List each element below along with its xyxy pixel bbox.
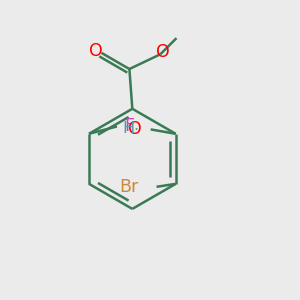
Text: H: H xyxy=(122,121,134,136)
Text: F: F xyxy=(124,117,134,135)
Text: O: O xyxy=(89,42,103,60)
Text: O: O xyxy=(156,43,170,61)
Text: ·: · xyxy=(134,123,139,138)
Text: Br: Br xyxy=(120,178,139,196)
Text: O: O xyxy=(128,120,142,138)
